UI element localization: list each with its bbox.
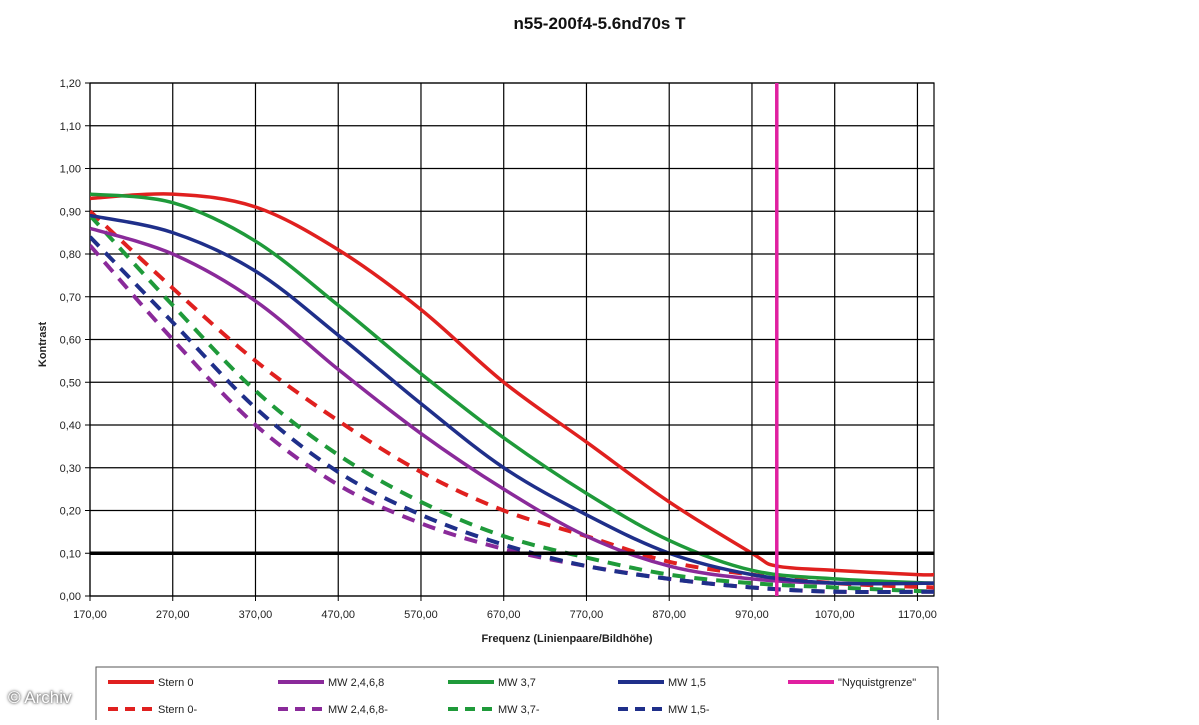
y-tick-label: 0,70 [60,292,81,304]
x-tick-label: 570,00 [404,609,438,621]
series-line-mw-2-4-6-8 [90,226,934,586]
legend-label: MW 3,7- [498,704,540,716]
x-tick-label: 870,00 [652,609,686,621]
legend-label: MW 2,4,6,8- [328,704,388,716]
x-tick-label: 970,00 [735,609,769,621]
legend-box [95,666,939,725]
legend-label: Stern 0 [158,677,193,689]
y-tick-label: 1,00 [60,164,81,176]
legend-label: MW 1,5 [668,677,706,689]
x-tick-label: 270,00 [156,609,190,621]
series-line-stern-0 [90,192,934,577]
x-axis-label: Frequenz (Linienpaare/Bildhöhe) [481,633,652,645]
y-tick-label: 1,10 [60,121,81,133]
y-tick-label: 0,30 [60,463,81,475]
series-line-mw-1-5-dashed [90,235,934,595]
series-line-stern-0-dashed [90,209,934,590]
x-tick-label: 1170,00 [898,609,937,621]
x-tick-label: 170,00 [73,609,107,621]
series-line-mw-1-5 [90,213,934,586]
y-tick-label: 1,20 [60,78,81,90]
y-axis-label: Kontrast [37,322,49,368]
chart-title: n55-200f4-5.6nd70s T [513,14,686,33]
x-tick-label: 1070,00 [815,609,855,621]
y-tick-label: 0,00 [60,591,81,603]
y-tick-label: 0,40 [60,420,81,432]
legend-label: "Nyquistgrenze" [838,677,916,689]
x-tick-label: 370,00 [239,609,273,621]
y-tick-label: 0,20 [60,506,81,518]
x-tick-label: 670,00 [487,609,521,621]
y-tick-label: 0,10 [60,548,81,560]
series-line-mw-3-7 [90,192,934,585]
x-tick-label: 470,00 [321,609,355,621]
y-tick-label: 0,50 [60,377,81,389]
legend-label: MW 1,5- [668,704,710,716]
x-tick-label: 770,00 [570,609,604,621]
legend-label: MW 3,7 [498,677,536,689]
y-tick-label: 0,90 [60,206,81,218]
legend-label: Stern 0- [158,704,197,716]
series-line-mw-3-7-dashed [90,214,934,594]
copyright-watermark: © Archiv [8,688,72,707]
y-tick-label: 0,80 [60,249,81,261]
y-tick-label: 0,60 [60,335,81,347]
legend-label: MW 2,4,6,8 [328,677,384,689]
